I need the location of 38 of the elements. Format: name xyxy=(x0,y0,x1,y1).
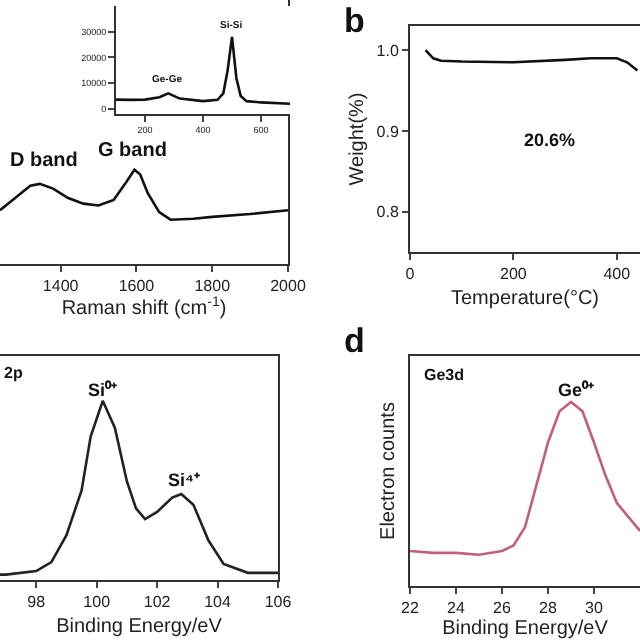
x-tick-label: 22 xyxy=(401,599,420,618)
x-tick-label: 100 xyxy=(83,593,112,612)
text: G band xyxy=(98,140,167,162)
x-tick-label: 400 xyxy=(603,265,632,284)
x-axis-title: Temperature(°C) xyxy=(450,288,600,311)
x-tick-label: 28 xyxy=(539,599,558,618)
y-axis-title: Electron counts xyxy=(378,402,400,540)
x-tick-label: 1600 xyxy=(118,277,156,296)
x-tick-label: 2000 xyxy=(270,277,307,296)
x-tick-label: 30 xyxy=(585,599,604,618)
x-tick-label: 24 xyxy=(447,599,466,618)
text: Ge⁰⁺ xyxy=(558,380,595,400)
x-axis-title: Binding Energy/eV xyxy=(56,616,223,639)
x-tick-label: 26 xyxy=(493,599,512,618)
y-tick-label: 1.0 xyxy=(376,41,400,60)
x-tick-label: 98 xyxy=(27,593,47,612)
x-tick-label: 102 xyxy=(143,593,172,612)
chart-title: b xyxy=(344,2,365,40)
y-tick-label: 0.9 xyxy=(376,122,400,141)
text: Si⁰⁺ xyxy=(88,380,118,400)
x-tick-label: 0 xyxy=(405,265,416,284)
text: Ge3d xyxy=(424,366,465,384)
annotation: 20.6% xyxy=(524,130,576,150)
chart-title: d xyxy=(344,322,365,360)
text: 2p xyxy=(4,364,23,382)
y-axis-title: Weight(%) xyxy=(346,92,369,186)
x-tick-label: 1800 xyxy=(194,277,232,296)
x-axis-title: Raman shift (cm$^{-1}$) xyxy=(61,295,227,320)
y-tick-label: 0.8 xyxy=(376,203,400,222)
annotation: D band xyxy=(10,150,78,172)
x-tick-label: 106 xyxy=(264,593,293,612)
x-tick-label: 1400 xyxy=(42,277,80,296)
annotation: Si⁴⁺ xyxy=(168,470,200,490)
x-tick-label: 200 xyxy=(500,265,528,284)
line-series xyxy=(424,48,639,72)
line-series xyxy=(116,35,290,106)
x-axis-title: Binding Energy/eV xyxy=(442,618,609,640)
x-tick-label: 104 xyxy=(204,593,232,612)
